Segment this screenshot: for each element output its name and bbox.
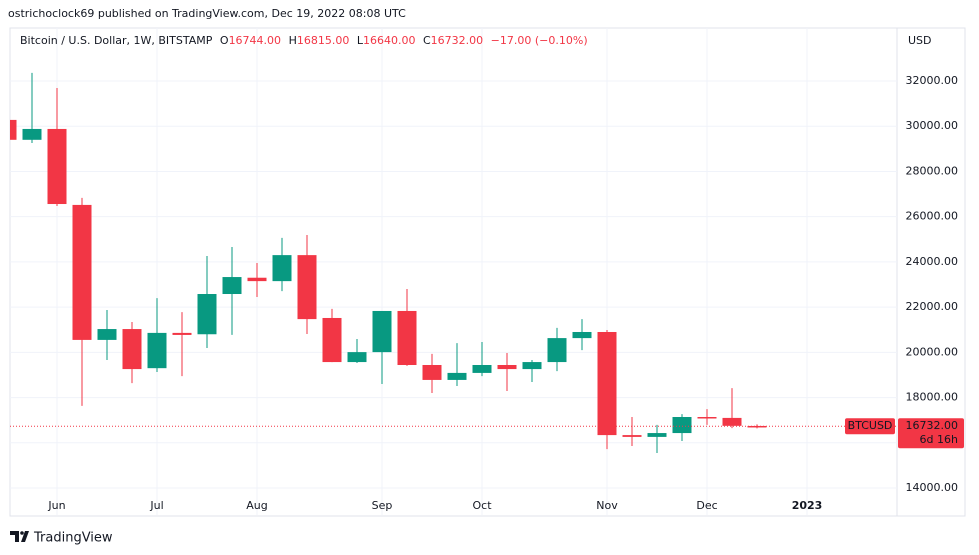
candle-body: [572, 331, 592, 339]
l-value: 16640.00: [363, 34, 416, 47]
candle-body: [697, 417, 717, 419]
candle-body: [222, 277, 242, 295]
y-tick-label: 26000.00: [906, 210, 959, 223]
price-tag: [898, 418, 964, 449]
currency: USD: [908, 34, 932, 47]
y-tick-label: 20000.00: [906, 345, 959, 358]
candle-body: [297, 255, 317, 320]
candle-body: [122, 329, 142, 370]
candle-body: [322, 317, 342, 363]
candle-body: [97, 329, 117, 340]
brand: TradingView: [33, 531, 113, 546]
candle-body: [547, 338, 567, 363]
x-tick-label: Aug: [246, 499, 267, 512]
y-tick-label: 32000.00: [906, 74, 959, 87]
logo: [10, 531, 29, 542]
candle-body: [147, 332, 167, 369]
candle-body: [497, 365, 517, 370]
x-tick-label: Jun: [47, 499, 65, 512]
l-label: L: [357, 34, 364, 47]
candle-body: [10, 119, 17, 140]
c-value: 16732.00: [431, 34, 484, 47]
candle-body: [672, 417, 692, 434]
y-tick-label: 30000.00: [906, 119, 959, 132]
h-value: 16815.00: [297, 34, 350, 47]
y-tick-label: 24000.00: [906, 255, 959, 268]
x-tick-label: Sep: [372, 499, 393, 512]
candle-body: [472, 365, 492, 373]
candle-body: [172, 332, 192, 335]
x-tick-label: 2023: [792, 499, 823, 512]
y-tick-label: 18000.00: [906, 391, 959, 404]
c-label: C: [423, 34, 431, 47]
y-tick-label: 14000.00: [906, 481, 959, 494]
countdown-text: 6d 16h: [920, 433, 958, 446]
o-value: 16744.00: [229, 34, 282, 47]
candle-body: [72, 204, 92, 340]
candle-body: [647, 433, 667, 437]
change: −17.00 (−0.10%): [491, 34, 588, 47]
candle-body: [422, 365, 442, 380]
grid: [10, 28, 897, 515]
o-label: O: [220, 34, 229, 47]
candles: [10, 72, 767, 453]
h-label: H: [289, 34, 297, 47]
candle-body: [197, 294, 217, 335]
candle-body: [397, 310, 417, 366]
candle-body: [47, 128, 67, 205]
candle-body: [622, 435, 642, 437]
x-tick-label: Nov: [596, 499, 618, 512]
y-tick-label: 28000.00: [906, 164, 959, 177]
x-tick-label: Oct: [472, 499, 492, 512]
candle-body: [522, 362, 542, 370]
candle-body: [722, 417, 742, 426]
symbol: Bitcoin / U.S. Dollar, 1W, BITSTAMP: [20, 34, 213, 47]
frame: [9, 27, 966, 517]
candle-body: [22, 128, 42, 140]
symbol-tag: [845, 418, 895, 435]
candle-body: [447, 372, 467, 380]
candle-body: [597, 331, 617, 436]
price-tag-text: 16732.00: [906, 419, 959, 432]
publisher: ostrichoclock69 published on TradingView…: [8, 7, 406, 20]
symbol-tag-text: BTCUSD: [848, 419, 893, 432]
candle-body: [247, 277, 267, 282]
candle-body: [372, 310, 392, 353]
candle-body: [347, 352, 367, 363]
x-tick-label: Jul: [149, 499, 163, 512]
y-tick-label: 22000.00: [906, 300, 959, 313]
legend: Bitcoin / U.S. Dollar, 1W, BITSTAMP O167…: [20, 34, 588, 47]
candle-body: [272, 255, 292, 282]
x-tick-label: Dec: [696, 499, 717, 512]
